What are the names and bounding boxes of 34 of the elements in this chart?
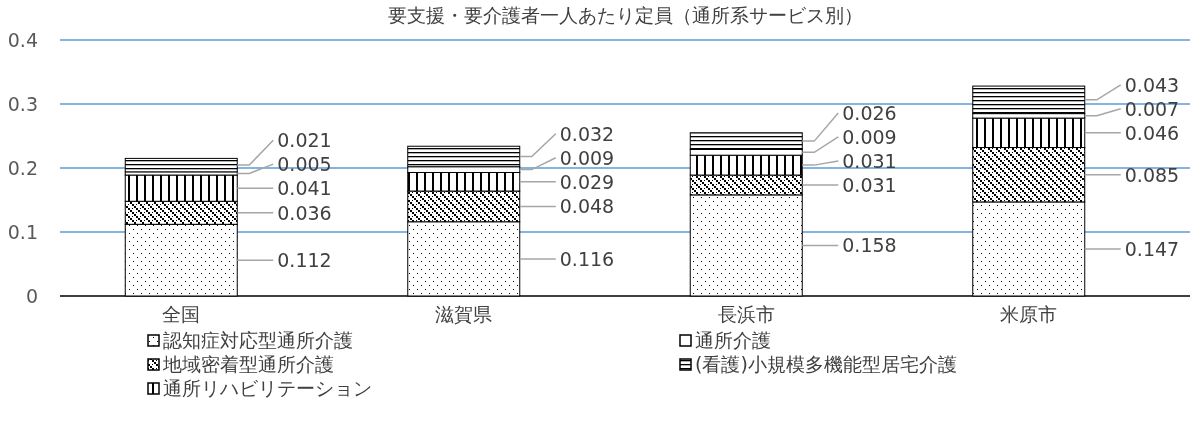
data-label: 0.116 <box>559 247 615 270</box>
x-tick-label: 滋賀県 <box>435 303 493 325</box>
y-tick-label: 0.1 <box>7 221 38 243</box>
data-label: 0.026 <box>842 101 897 124</box>
x-tick-label: 米原市 <box>1000 303 1058 325</box>
chart-title: 要支援・要介護者一人あたり定員（通所系サービス別） <box>387 4 863 26</box>
data-label: 0.036 <box>277 201 332 224</box>
data-label: 0.031 <box>842 149 897 172</box>
y-tick-label: 0.2 <box>7 157 38 179</box>
data-label: 0.009 <box>559 146 615 169</box>
data-label: 0.021 <box>277 129 332 152</box>
x-tick-label: 長浜市 <box>717 303 775 325</box>
data-label: 0.085 <box>1124 163 1180 186</box>
data-label: 0.158 <box>842 234 897 257</box>
y-tick-label: 0.4 <box>7 29 38 51</box>
data-label: 0.048 <box>559 195 615 218</box>
x-tick-label: 全国 <box>162 303 201 325</box>
data-label: 0.031 <box>842 173 897 196</box>
data-label: 0.041 <box>277 177 332 200</box>
data-label: 0.147 <box>1124 237 1180 260</box>
legend-label: (看護)小規模多機能型居宅介護 <box>695 353 957 375</box>
data-label: 0.043 <box>1124 73 1180 96</box>
data-label: 0.009 <box>842 125 897 148</box>
data-label: 0.007 <box>1124 97 1180 120</box>
data-label: 0.029 <box>559 170 615 193</box>
y-tick-label: 0 <box>25 285 38 307</box>
legend-label: 認知症対応型通所介護 <box>163 329 353 351</box>
data-label: 0.112 <box>277 249 332 272</box>
data-label: 0.046 <box>1124 121 1180 144</box>
legend-label: 通所介護 <box>695 329 771 351</box>
data-label: 0.032 <box>559 122 615 145</box>
legend-label: 地域密着型通所介護 <box>162 353 334 375</box>
y-tick-label: 0.3 <box>7 93 38 115</box>
legend-label: 通所リハビリテーション <box>163 377 372 399</box>
